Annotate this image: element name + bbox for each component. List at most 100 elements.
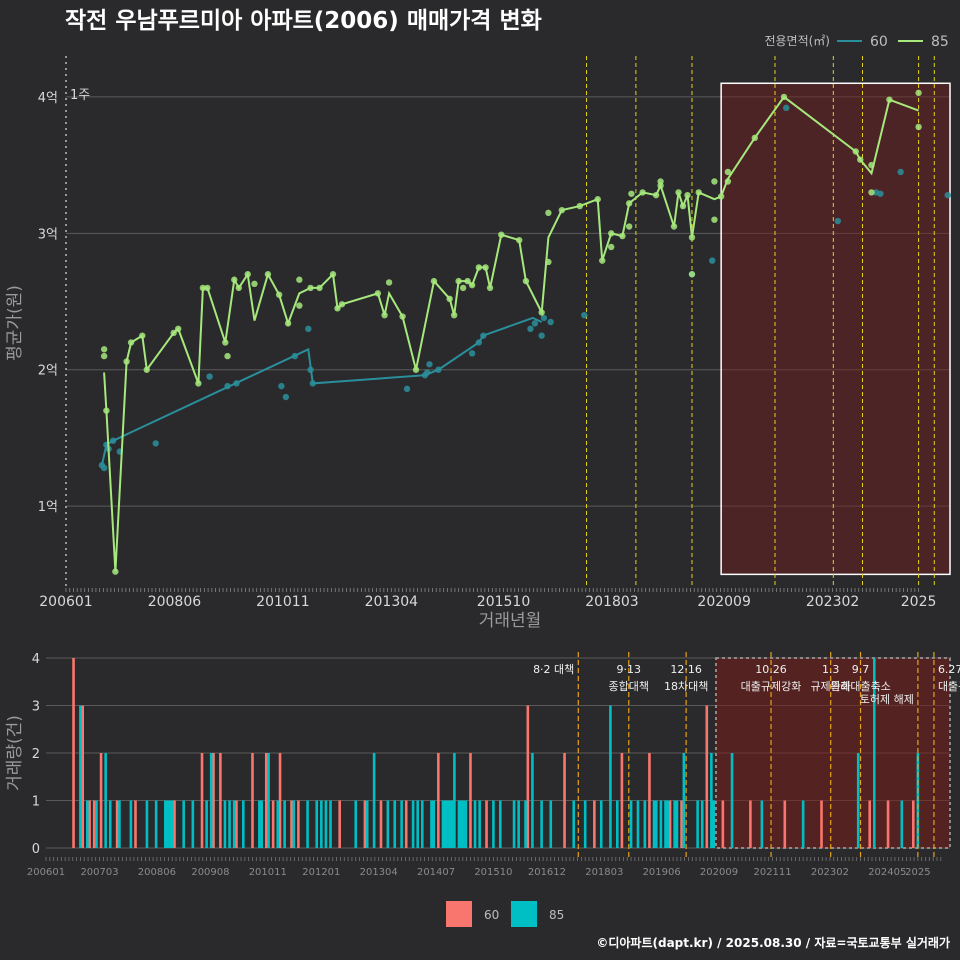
data-point-60	[100, 464, 108, 472]
data-point-85	[688, 234, 696, 241]
bar-85	[616, 800, 619, 848]
data-point-85	[724, 178, 732, 185]
data-point-60	[291, 352, 299, 360]
bar-85	[443, 800, 447, 848]
bar-60	[271, 800, 275, 848]
policy-annotation: 토허제 해제	[860, 692, 914, 706]
bar-85	[636, 800, 640, 848]
data-point-85	[608, 243, 615, 251]
data-point-85	[459, 284, 467, 292]
bar-85	[324, 800, 328, 848]
bar-85	[432, 800, 436, 848]
bar-60	[81, 705, 85, 848]
data-point-60	[468, 350, 476, 357]
data-point-85	[251, 280, 258, 288]
y-tick-label: 0	[32, 842, 40, 857]
bar-85	[372, 753, 376, 848]
bar-85	[166, 800, 169, 848]
bar-85	[228, 800, 231, 848]
x-tick-label: 200601	[39, 594, 92, 610]
bar-85	[629, 800, 633, 848]
policy-annotation: 대출규제강화	[741, 680, 802, 693]
data-point-85	[100, 346, 108, 353]
bar-85	[464, 800, 468, 848]
bar-60	[911, 800, 915, 848]
data-point-85	[780, 93, 788, 101]
bar-85	[675, 800, 679, 848]
data-point-85	[628, 190, 635, 197]
x-tick-label: 201407	[417, 867, 455, 878]
data-point-85	[608, 230, 615, 237]
data-point-85	[412, 366, 420, 373]
bar-85	[498, 800, 502, 848]
bar-85	[856, 753, 860, 848]
bar-60	[379, 800, 383, 848]
data-point-85	[915, 89, 922, 97]
x-tick-label: 200908	[191, 867, 229, 878]
policy-annotation: 규제완화	[810, 680, 850, 693]
data-point-85	[545, 258, 552, 266]
policy-annotation: 종합대책	[609, 680, 649, 693]
bar-85	[696, 800, 699, 848]
x-tick-label: 200806	[138, 867, 176, 878]
data-point-85	[170, 329, 177, 337]
data-point-85	[675, 189, 682, 196]
bar-60	[72, 658, 75, 848]
bar-60	[886, 800, 890, 848]
legend-swatch-bar-60	[446, 901, 472, 927]
x-tick-label: 201201	[302, 867, 340, 878]
bar-60	[264, 753, 268, 848]
data-point-85	[482, 264, 489, 271]
bar-85	[292, 800, 296, 848]
bar-85	[118, 800, 121, 848]
bar-85	[643, 800, 647, 848]
bar-85	[354, 800, 358, 848]
x-tick-label: 201011	[249, 867, 287, 878]
data-point-85	[381, 311, 388, 319]
data-point-60	[282, 393, 290, 401]
data-point-85	[498, 231, 505, 238]
bar-60	[820, 800, 823, 848]
y-tick-label: 3억	[38, 227, 58, 242]
data-point-60	[278, 382, 285, 390]
data-point-60	[307, 366, 314, 373]
data-point-60	[224, 382, 231, 390]
data-point-85	[329, 271, 337, 278]
bar-85	[583, 800, 587, 848]
bar-60	[404, 800, 408, 848]
x-tick-label: 200703	[80, 867, 118, 878]
data-point-60	[426, 361, 433, 368]
bar-85	[129, 800, 133, 848]
bar-85	[209, 753, 213, 848]
bar-85	[549, 800, 553, 848]
bar-85	[473, 800, 477, 848]
bar-85	[232, 800, 236, 848]
bar-85	[108, 800, 112, 848]
data-point-85	[174, 325, 182, 333]
x-tick-label: 201304	[365, 594, 419, 610]
bar-85	[260, 800, 263, 848]
data-point-85	[338, 301, 346, 308]
bar-85	[517, 800, 520, 848]
bar-85	[386, 800, 390, 848]
bar-85	[191, 800, 195, 848]
data-point-85	[224, 352, 231, 360]
bar-85	[682, 753, 686, 848]
bar-85	[95, 800, 98, 848]
data-point-85	[522, 277, 530, 285]
data-point-85	[639, 189, 646, 196]
data-point-60	[540, 314, 548, 322]
data-point-85	[399, 313, 406, 320]
bar-60	[297, 800, 300, 848]
data-point-60	[944, 191, 951, 199]
bar-85	[182, 800, 185, 848]
data-point-60	[897, 168, 904, 176]
bar-85	[512, 800, 516, 848]
data-point-85	[450, 311, 458, 319]
bar-60	[92, 800, 96, 848]
bar-60	[526, 705, 530, 848]
data-point-85	[468, 281, 476, 289]
bar-85	[712, 800, 715, 848]
x-tick-label: 201803	[585, 867, 623, 878]
